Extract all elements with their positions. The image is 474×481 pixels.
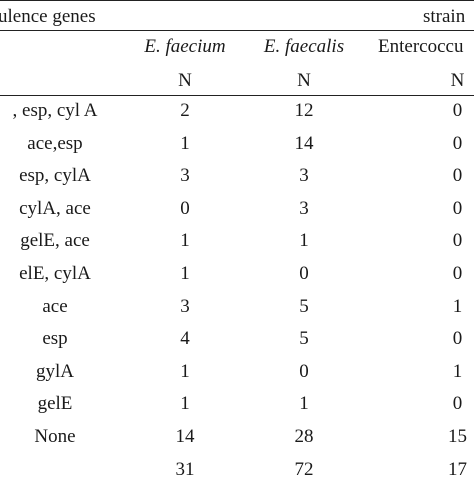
gene-cell: esp (42, 328, 68, 349)
gene-cell: gelE (37, 393, 73, 414)
faecalis-cell: 1 (299, 393, 309, 414)
gene-cell: ace (42, 296, 68, 317)
faecium-cell: 2 (180, 100, 190, 121)
faecalis-cell: 28 (294, 426, 314, 447)
faecium-cell: 1 (180, 230, 190, 251)
col-faecalis-header: E. faecalis (263, 36, 345, 57)
faecium-cell: 0 (180, 198, 190, 219)
n-faecium: N (178, 70, 192, 91)
entero-cell: 15 (448, 426, 467, 447)
col-faecium-header: E. faecium (144, 36, 226, 57)
gene-cell: ace,esp (27, 133, 83, 154)
genes-header: ulence genes (0, 6, 96, 27)
entero-cell: 0 (452, 230, 463, 251)
gene-cell: , esp, cyl A (12, 100, 98, 121)
faecium-cell: 1 (180, 263, 190, 284)
faecalis-cell: 14 (294, 133, 314, 154)
faecalis-cell: 3 (299, 198, 309, 219)
faecium-cell: 14 (175, 426, 195, 447)
entero-cell: 1 (452, 296, 463, 317)
subheader-rule (0, 95, 474, 96)
faecalis-cell: 12 (294, 100, 314, 121)
faecalis-cell: 0 (299, 361, 309, 382)
faecalis-cell: 0 (299, 263, 309, 284)
faecium-cell: 1 (180, 133, 190, 154)
entero-cell: 0 (452, 133, 463, 154)
top-rule (0, 0, 474, 1)
gene-cell: esp, cylA (19, 165, 91, 186)
n-faecalis: N (297, 70, 311, 91)
faecium-cell: 4 (180, 328, 190, 349)
entero-cell: 0 (452, 263, 463, 284)
gene-cell: gelE, ace (20, 230, 90, 251)
gene-cell: elE, cylA (19, 263, 91, 284)
faecalis-cell: 3 (299, 165, 309, 186)
faecalis-cell: 1 (299, 230, 309, 251)
faecalis-cell: 5 (299, 328, 309, 349)
n-entero: N (450, 70, 465, 91)
entero-cell: 0 (452, 328, 463, 349)
gene-cell: gylA (36, 361, 74, 382)
entero-cell: 1 (452, 361, 463, 382)
entero-cell: 17 (448, 459, 467, 480)
gene-cell: cylA, ace (19, 198, 91, 219)
entero-cell: 0 (452, 393, 463, 414)
entero-cell: 0 (452, 165, 463, 186)
header-rule (0, 30, 474, 31)
faecalis-cell: 72 (294, 459, 314, 480)
strain-header: strain (423, 6, 466, 27)
entero-cell: 0 (452, 198, 463, 219)
faecium-cell: 31 (175, 459, 195, 480)
faecium-cell: 1 (180, 393, 190, 414)
gene-cell: None (34, 426, 76, 447)
faecalis-cell: 5 (299, 296, 309, 317)
faecium-cell: 1 (180, 361, 190, 382)
faecium-cell: 3 (180, 165, 190, 186)
col-entero-header: Entercoccu (378, 36, 464, 57)
entero-cell: 0 (452, 100, 463, 121)
faecium-cell: 3 (180, 296, 190, 317)
